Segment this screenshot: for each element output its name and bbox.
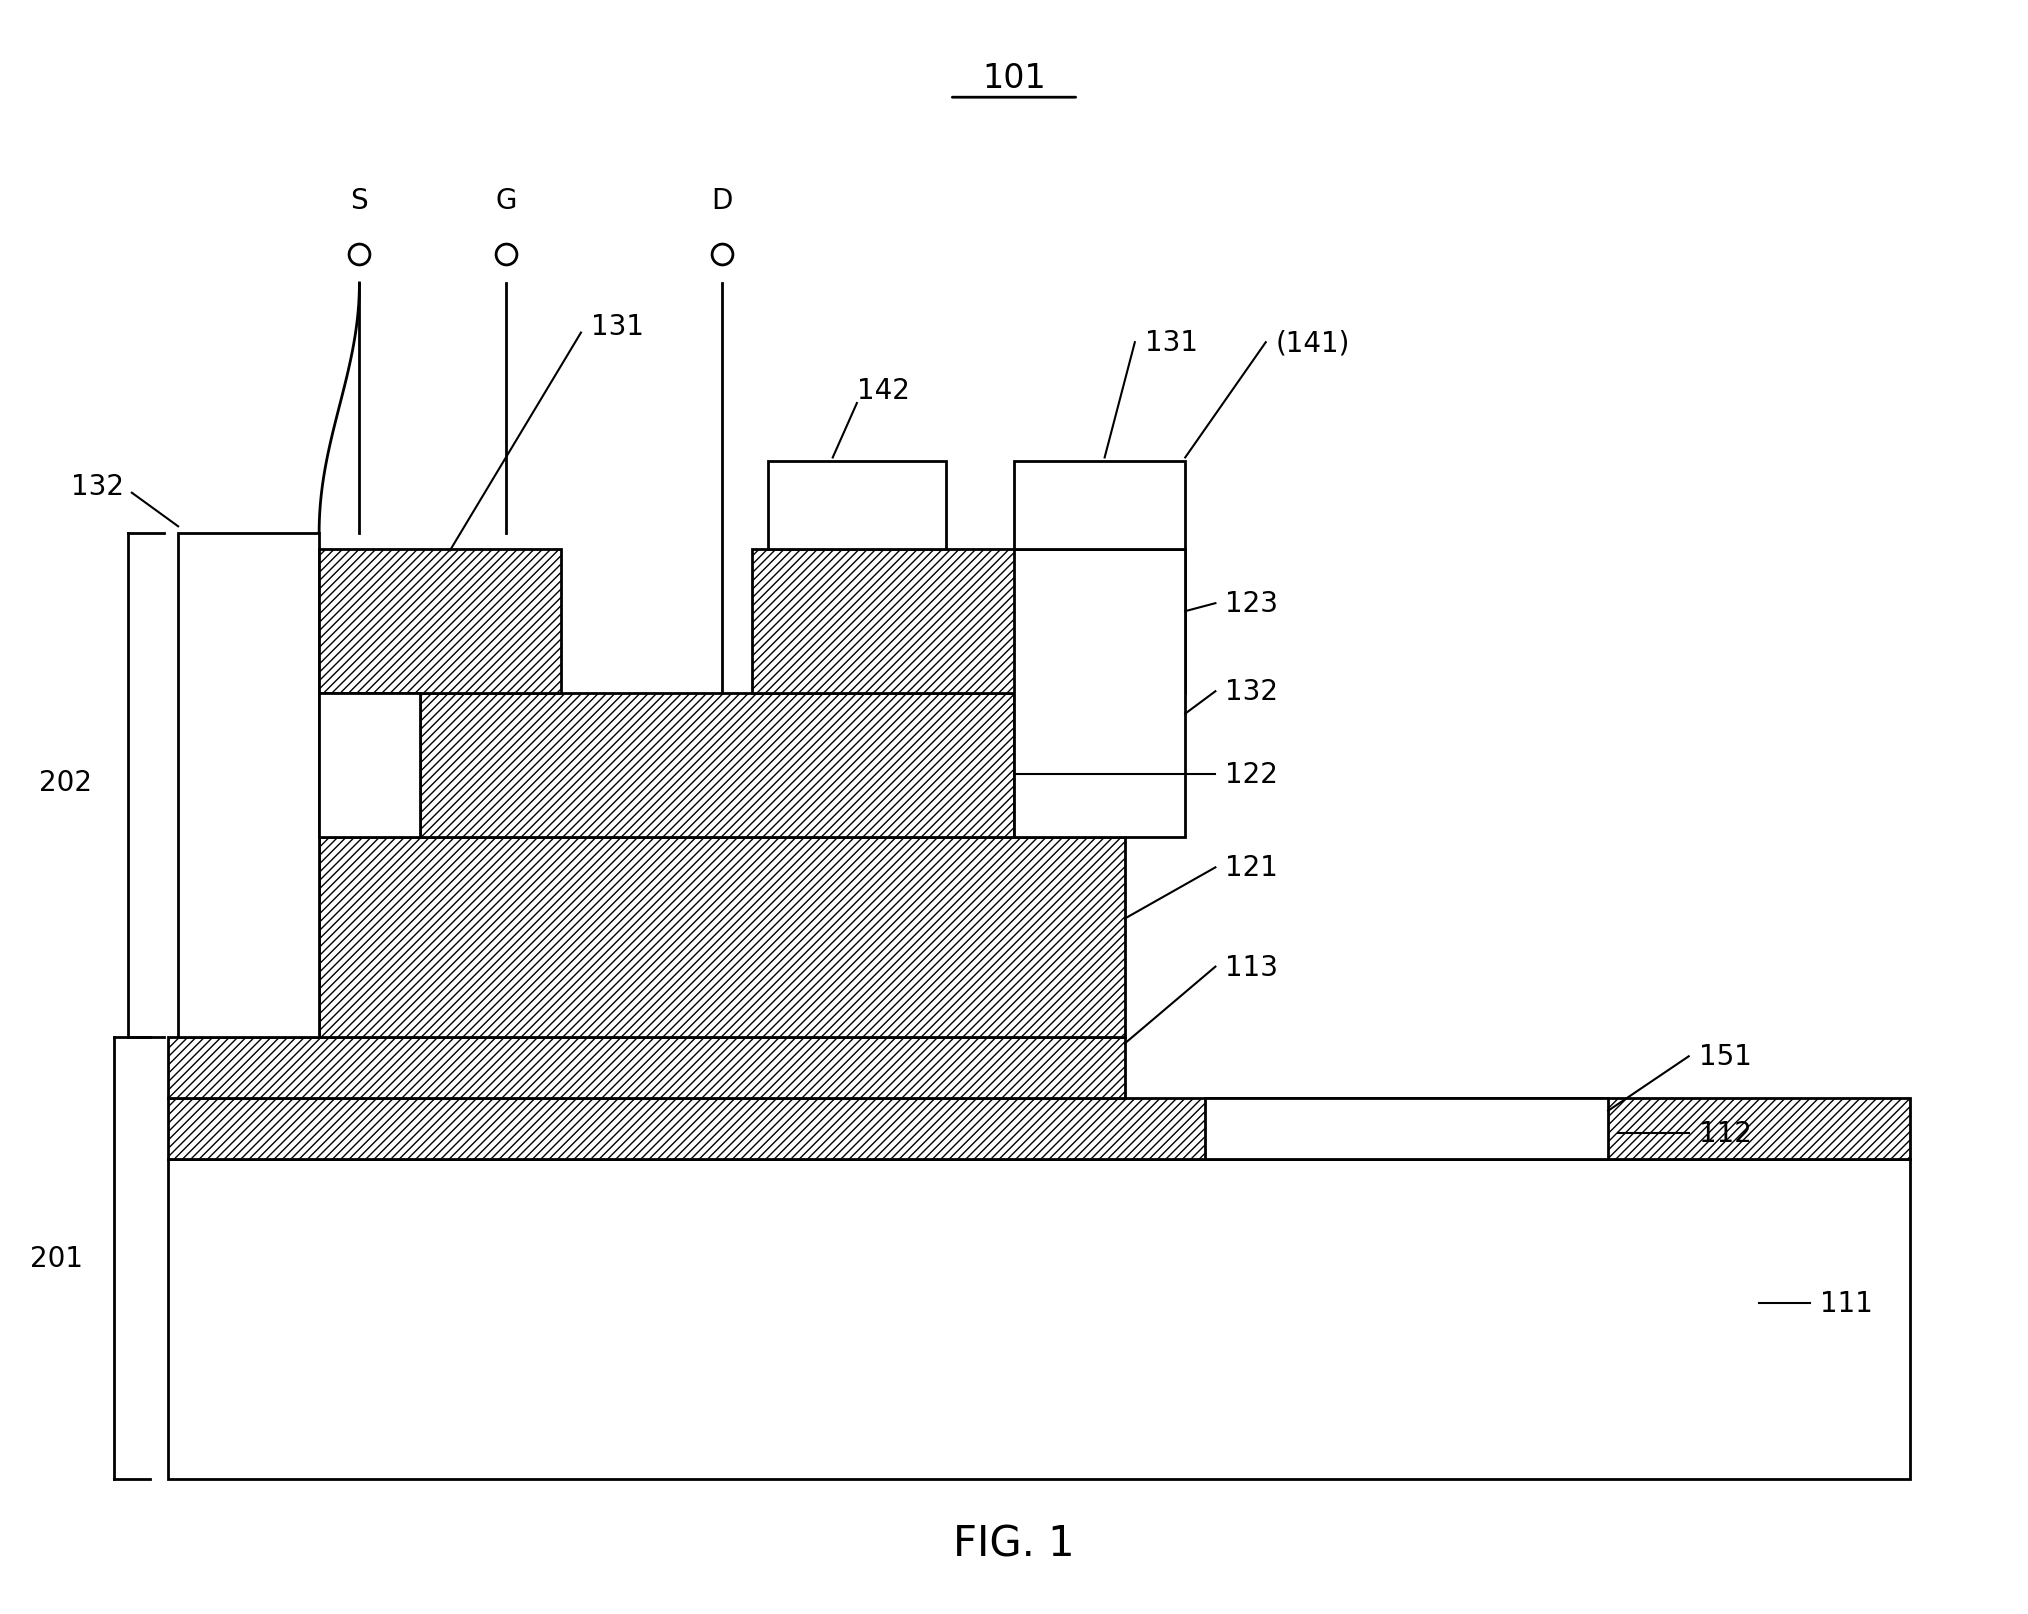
Bar bbox=[178, 533, 318, 1038]
Text: 201: 201 bbox=[30, 1244, 83, 1272]
Bar bbox=[1014, 549, 1184, 838]
Bar bbox=[420, 694, 1014, 838]
Text: 101: 101 bbox=[982, 63, 1046, 95]
Text: D: D bbox=[712, 187, 732, 215]
Bar bbox=[318, 694, 420, 838]
Bar bbox=[769, 462, 945, 549]
Text: 131: 131 bbox=[590, 313, 645, 341]
Text: S: S bbox=[351, 187, 369, 215]
Text: 113: 113 bbox=[1225, 952, 1278, 981]
Bar bbox=[168, 1159, 1910, 1478]
Text: 202: 202 bbox=[39, 768, 91, 797]
Text: 122: 122 bbox=[1225, 762, 1278, 789]
Bar bbox=[318, 549, 562, 694]
Bar bbox=[168, 1098, 1910, 1159]
Text: 112: 112 bbox=[1699, 1120, 1752, 1148]
Text: G: G bbox=[495, 187, 517, 215]
Bar bbox=[1014, 462, 1184, 549]
Text: 132: 132 bbox=[1225, 678, 1278, 705]
Text: 151: 151 bbox=[1699, 1043, 1752, 1070]
Text: 131: 131 bbox=[1146, 329, 1199, 357]
Bar bbox=[168, 1038, 1126, 1098]
Text: 123: 123 bbox=[1225, 589, 1278, 618]
Text: 142: 142 bbox=[856, 378, 909, 405]
Text: 111: 111 bbox=[1819, 1290, 1872, 1317]
Text: 121: 121 bbox=[1225, 854, 1278, 881]
Bar bbox=[318, 838, 1126, 1038]
Text: 132: 132 bbox=[71, 473, 124, 500]
Bar bbox=[1205, 1098, 1608, 1159]
Bar bbox=[752, 549, 1184, 694]
Text: FIG. 1: FIG. 1 bbox=[953, 1522, 1075, 1564]
Text: (141): (141) bbox=[1276, 329, 1351, 357]
